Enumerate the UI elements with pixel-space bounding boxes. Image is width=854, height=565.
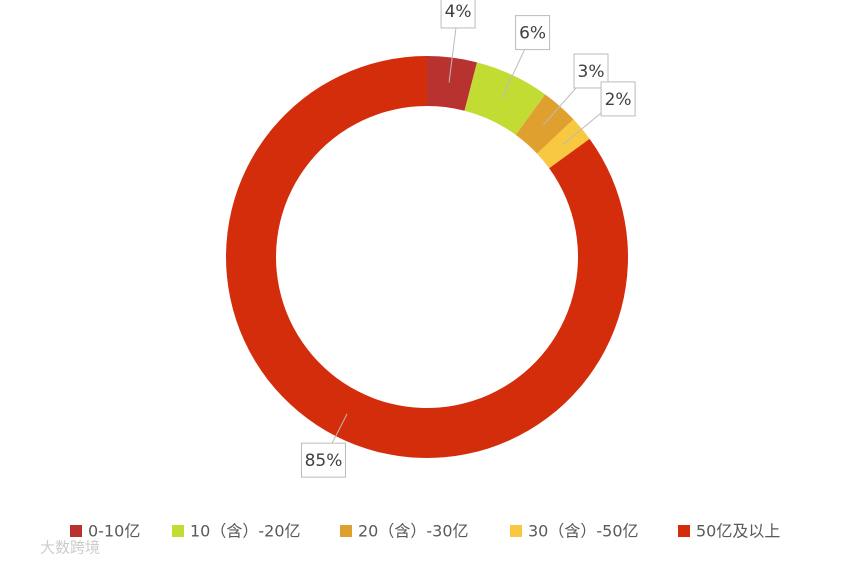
legend-swatch	[70, 525, 82, 537]
legend-swatch	[172, 525, 184, 537]
label-box	[300, 442, 346, 478]
watermark: 大数跨境	[40, 539, 100, 557]
legend-swatch	[340, 525, 352, 537]
legend-label: 0-10亿	[88, 522, 140, 541]
label-box	[600, 81, 636, 117]
legend-label: 20（含）-30亿	[358, 522, 469, 541]
legend-label: 50亿及以上	[696, 522, 780, 541]
legend-label: 10（含）-20亿	[190, 522, 301, 541]
legend-swatch	[678, 525, 690, 537]
label-box	[515, 15, 551, 51]
data-label: 2%	[605, 90, 632, 110]
legend-label: 30（含）-50亿	[528, 522, 639, 541]
label-box	[440, 0, 476, 29]
donut-slice	[464, 62, 546, 135]
donut-slice	[427, 56, 477, 111]
data-label: 4%	[445, 2, 472, 22]
legend-swatch	[510, 525, 522, 537]
data-label: 3%	[578, 62, 605, 82]
data-label: 6%	[519, 24, 546, 44]
data-label: 85%	[305, 451, 343, 471]
